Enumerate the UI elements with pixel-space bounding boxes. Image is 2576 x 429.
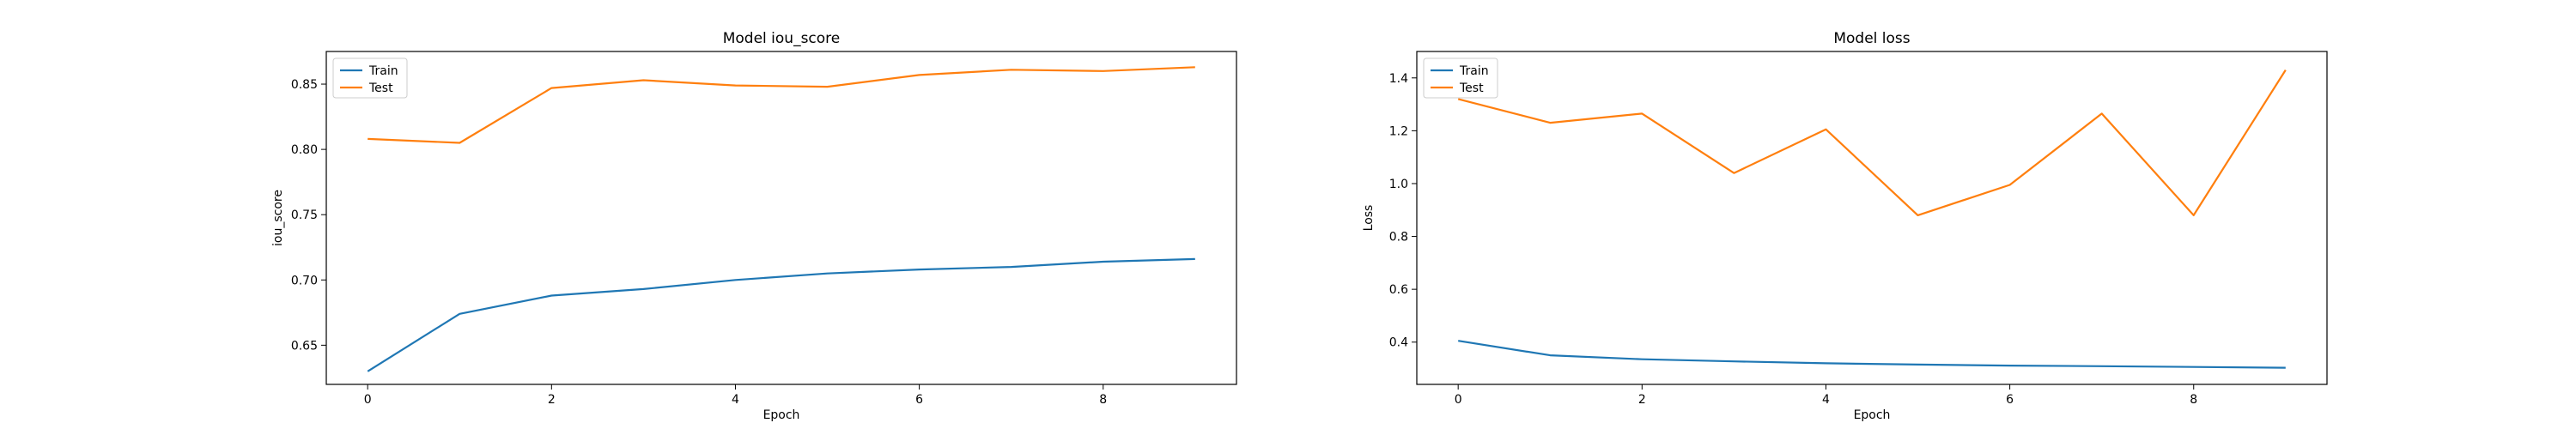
plot-lines — [367, 66, 1195, 372]
x-tick-label: 8 — [1099, 393, 1107, 407]
y-tick-label: 1.2 — [1389, 124, 1408, 138]
legend-label-train: Train — [368, 64, 398, 78]
y-tick-label: 0.85 — [291, 78, 318, 92]
plot-frame — [325, 51, 1237, 385]
legend: Train Test — [1423, 57, 1498, 99]
series-line-train — [367, 257, 1195, 372]
y-axis-label: Loss — [1362, 205, 1376, 232]
chart-iou-score: Model iou_score Epoch iou_score 0 2 4 6 8 0.6… — [271, 30, 1237, 422]
x-axis-label: Epoch — [1854, 408, 1891, 422]
series-line-test — [368, 66, 1195, 144]
plot-frame — [1416, 51, 2328, 385]
y-tick-label: 0.65 — [291, 339, 318, 353]
plot-lines — [1457, 69, 2287, 369]
y-tick-label: 0.75 — [291, 208, 318, 222]
x-tick-label: 2 — [1638, 393, 1646, 407]
chart-title: Model loss — [1833, 30, 1910, 47]
x-tick-label: 2 — [548, 393, 556, 407]
x-tick-label: 0 — [364, 393, 372, 407]
x-tick-label: 6 — [2006, 393, 2014, 407]
series-line-train — [1458, 340, 2286, 369]
legend: Train Test — [332, 57, 408, 99]
y-tick-label: 0.70 — [291, 274, 318, 287]
axis-ticks: 0 2 4 6 8 0.4 0.6 0.8 1.0 1.2 1.4 — [1389, 72, 2197, 407]
x-tick-label: 6 — [915, 393, 923, 407]
x-tick-label: 4 — [732, 393, 739, 407]
legend-label-train: Train — [1459, 64, 1489, 78]
x-tick-label: 8 — [2190, 393, 2197, 407]
y-tick-label: 0.6 — [1389, 283, 1408, 297]
legend-label-test: Test — [368, 82, 393, 95]
y-tick-label: 0.4 — [1389, 336, 1408, 350]
y-tick-label: 1.4 — [1389, 72, 1408, 86]
y-tick-label: 0.8 — [1389, 231, 1408, 245]
x-axis-label: Epoch — [763, 408, 800, 422]
chart-loss: Model loss Epoch Loss 0 2 4 6 8 0.4 0.6 0.8 1.0 1… — [1362, 30, 2328, 422]
x-tick-label: 4 — [1822, 393, 1830, 407]
legend-label-test: Test — [1459, 82, 1484, 95]
axis-ticks: 0 2 4 6 8 0.65 0.70 0.75 0.80 0.85 — [291, 78, 1107, 407]
chart-title: Model iou_score — [723, 30, 841, 47]
y-axis-label: iou_score — [271, 190, 285, 246]
x-tick-label: 0 — [1455, 393, 1462, 407]
series-line-test — [1457, 69, 2287, 216]
y-tick-label: 1.0 — [1389, 178, 1408, 191]
y-tick-label: 0.80 — [291, 143, 318, 157]
